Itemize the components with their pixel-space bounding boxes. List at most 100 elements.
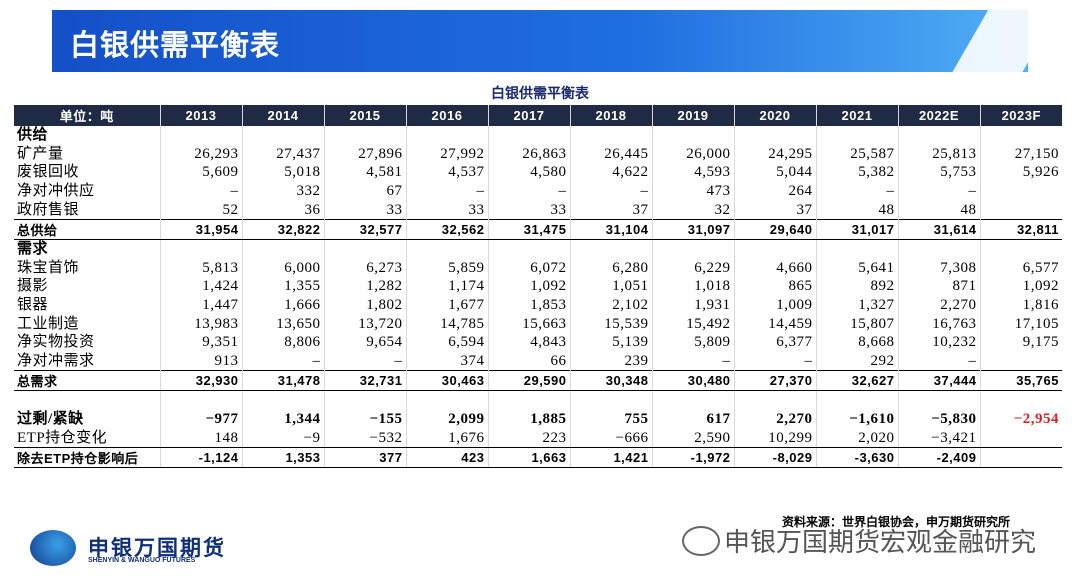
cell: −1,610 (815, 409, 898, 429)
cell: 1,344 (241, 409, 324, 429)
page-title: 白银供需平衡表 (70, 30, 281, 62)
header-cell: 2015 (323, 105, 406, 126)
cell: – (323, 351, 406, 371)
cell: 7,308 (897, 258, 980, 278)
logo-name: 申银万国期货 (88, 537, 226, 560)
cell: 1,174 (405, 277, 488, 296)
cell: 5,753 (897, 163, 980, 182)
data-row: 净实物投资 9,351 8,806 9,654 6,594 4,843 5,139 5,809… (14, 332, 1062, 352)
cell: 33 (405, 200, 488, 220)
cell: 473 (651, 181, 734, 201)
cell: 13,720 (323, 314, 406, 333)
header-cell: 2013 (159, 105, 242, 126)
cell: 15,807 (815, 314, 898, 333)
header-cell: 2019 (651, 105, 734, 126)
total-row: 总供给 31,954 32,822 32,577 32,562 31,475 31,104 3… (14, 218, 1062, 240)
section-row: 需求 (14, 239, 1062, 259)
section-title: 供给 (17, 127, 49, 144)
cell: 8,668 (815, 332, 898, 352)
cell: 35,765 (979, 370, 1062, 392)
cell: 5,809 (651, 332, 734, 352)
cell: −2,954 (979, 409, 1062, 429)
cell: 29,640 (733, 218, 816, 240)
cell: 37 (569, 200, 652, 220)
cell: 30,463 (405, 370, 488, 392)
cell: 27,992 (405, 144, 488, 164)
cell (487, 126, 570, 145)
cell: -3,630 (815, 446, 898, 468)
cell: −155 (323, 409, 406, 429)
cell: 374 (405, 351, 488, 371)
cell: 66 (487, 351, 570, 371)
data-row: 净对冲需求 913– –374 66 239– –292– (14, 351, 1062, 371)
data-row: 工业制造 13,983 13,650 13,720 14,785 15,663 15,539… (14, 314, 1062, 333)
cell: 24,295 (733, 144, 816, 164)
cell: 1,802 (323, 295, 406, 315)
cell: 25,813 (897, 144, 980, 164)
cell: 5,641 (815, 258, 898, 278)
cell (159, 390, 242, 410)
cell: 36 (241, 200, 324, 220)
cell: 755 (569, 409, 652, 429)
cell: 14,785 (405, 314, 488, 333)
cell (241, 239, 324, 259)
cell: 1,355 (241, 277, 324, 296)
cell (815, 239, 898, 259)
cell (815, 126, 898, 145)
cell: 31,614 (897, 218, 980, 240)
header-cell: 2023F (979, 105, 1062, 126)
banner-stripe (936, 10, 1028, 72)
cell (405, 390, 488, 410)
cell: 4,593 (651, 163, 734, 182)
cell: 6,577 (979, 258, 1062, 278)
cell: 32,811 (979, 218, 1062, 240)
cell: 10,299 (733, 428, 816, 448)
cell: 423 (405, 446, 488, 468)
row-label: 银器 (17, 297, 49, 314)
cell: 1,092 (979, 277, 1062, 296)
cell (651, 126, 734, 145)
cell: 264 (733, 181, 816, 201)
header-cell: 2021 (815, 105, 898, 126)
cell: 33 (487, 200, 570, 220)
cell: 1,353 (241, 446, 324, 468)
cell: 1,327 (815, 295, 898, 315)
header-cell: 2020 (733, 105, 816, 126)
cell (815, 390, 898, 410)
cell (979, 390, 1062, 410)
cell: -1,972 (651, 446, 734, 468)
cell: 10,232 (897, 332, 980, 352)
cell: 31,017 (815, 218, 898, 240)
cell: 31,097 (651, 218, 734, 240)
cell: 617 (651, 409, 734, 429)
cell: 33 (323, 200, 406, 220)
cell: 48 (897, 200, 980, 220)
cell: 1,677 (405, 295, 488, 315)
cell: 5,926 (979, 163, 1062, 182)
cell: 1,663 (487, 446, 570, 468)
cell (897, 239, 980, 259)
header-cell: 2018 (569, 105, 652, 126)
cell: 1,816 (979, 295, 1062, 315)
cell: 16,763 (897, 314, 980, 333)
data-row: 珠宝首饰 5,813 6,000 6,273 5,859 6,072 6,280 6,229 4… (14, 258, 1062, 278)
cell: 37 (733, 200, 816, 220)
row-label: 过剩/紧缺 (17, 411, 84, 428)
cell: -2,409 (897, 446, 980, 468)
cell: 377 (323, 446, 406, 468)
cell (979, 181, 1062, 201)
cell: 1,051 (569, 277, 652, 296)
cell: 6,273 (323, 258, 406, 278)
cell: -8,029 (733, 446, 816, 468)
banner: 白银供需平衡表 (52, 10, 1028, 72)
cell: – (897, 181, 980, 201)
cell: 14,459 (733, 314, 816, 333)
cell: 5,018 (241, 163, 324, 182)
cell: 2,099 (405, 409, 488, 429)
cell: – (897, 351, 980, 371)
cell: 913 (159, 351, 242, 371)
cell: 2,102 (569, 295, 652, 315)
logo-english: SHENYIN & WANGUO FUTURES (88, 557, 196, 564)
cell: 31,954 (159, 218, 242, 240)
cell: 1,092 (487, 277, 570, 296)
